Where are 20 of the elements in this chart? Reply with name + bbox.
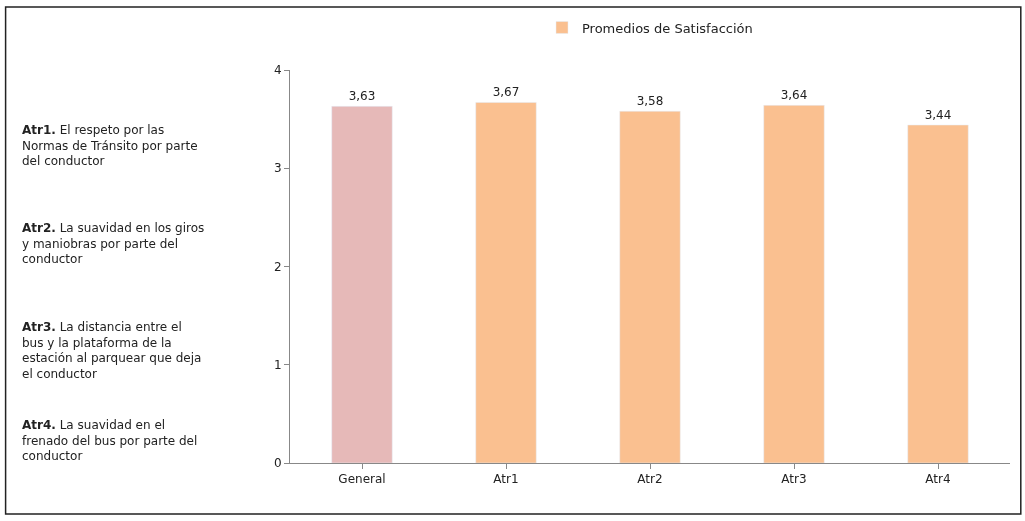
text: Atr2. La suavidad en los giros y maniobras por parte del conductor [22, 221, 205, 267]
text: Atr4. La suavidad en el frenado del bus por parte del conductor [22, 418, 198, 464]
x-tick-label: Atr1 [493, 472, 519, 487]
legend-label: Promedios de Satisfacción [582, 20, 753, 36]
y-tick-label: 3 [273, 161, 282, 176]
data-label: 3,58 [636, 94, 664, 109]
data-label: 3,64 [780, 88, 808, 103]
y-tick-label: 2 [273, 259, 282, 274]
text: Atr3. La distancia entre el bus y la plataforma de la estación al parquear que deja el conductor [22, 320, 202, 381]
x-tick-label: Atr2 [637, 472, 663, 487]
y-tick-label: 4 [273, 63, 282, 78]
y-tick-label: 1 [273, 357, 282, 372]
data-label: 3,44 [924, 108, 952, 123]
data-label: 3,67 [492, 85, 520, 100]
data-label: 3,63 [348, 89, 376, 104]
y-tick-label: 0 [273, 456, 282, 471]
x-tick-label: Atr3 [781, 472, 807, 487]
x-tick-label: Atr4 [925, 472, 951, 487]
text: Atr1. El respeto por las Normas de Tránsito por parte del conductor [22, 123, 198, 169]
x-tick-label: General [338, 472, 386, 487]
